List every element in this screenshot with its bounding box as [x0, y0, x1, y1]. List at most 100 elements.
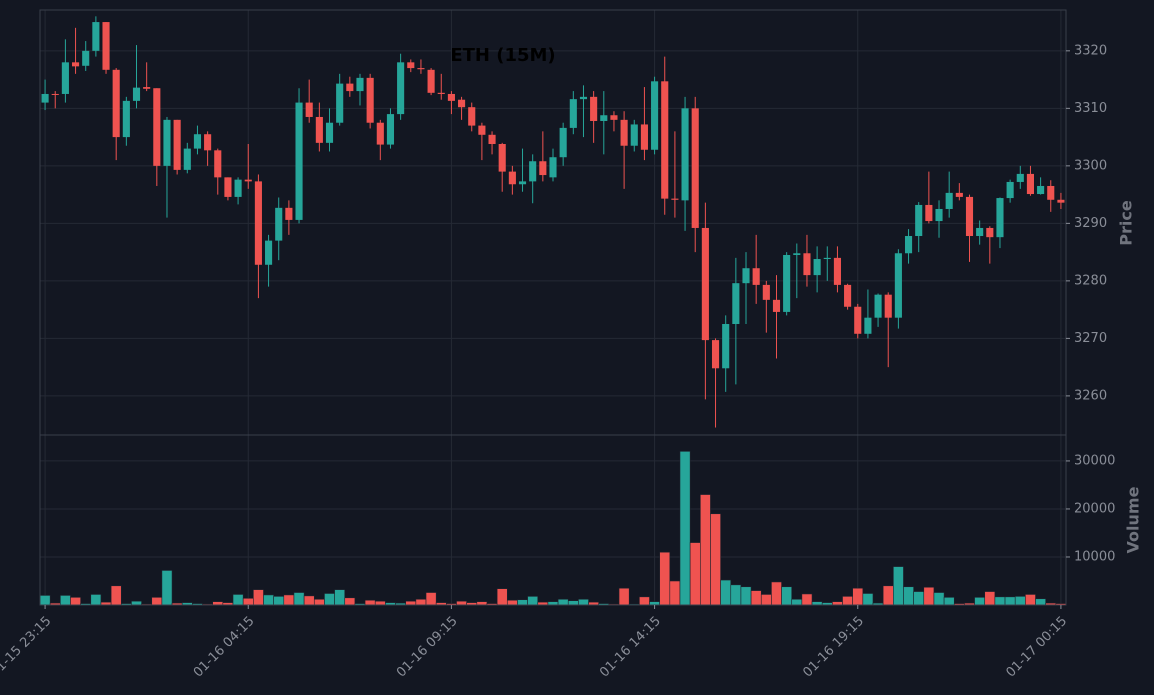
volume-bar [649, 601, 660, 606]
candle-body [1057, 199, 1065, 203]
candle-body [498, 143, 506, 172]
volume-bar [456, 600, 467, 606]
candle-body [275, 207, 283, 241]
volume-bar [527, 596, 539, 606]
volume-bar [344, 597, 356, 606]
volume-bar [70, 597, 81, 606]
candle-body [315, 116, 323, 143]
candle-body [214, 150, 222, 178]
candle-body [925, 204, 933, 222]
volume-bar [324, 593, 335, 606]
candle-body [458, 99, 466, 108]
volume-bar [740, 586, 752, 606]
candle-body [407, 62, 415, 69]
candle-body [447, 93, 455, 101]
volume-panel-frame [39, 434, 1067, 606]
volume-bar [933, 592, 945, 606]
volume-bar [1014, 596, 1026, 606]
candle-body [82, 50, 90, 66]
volume-bar [273, 596, 285, 606]
volume-bar [974, 597, 986, 606]
volume-bar [517, 599, 528, 606]
candle-body [955, 192, 963, 197]
volume-bar [283, 594, 295, 606]
candle-body [742, 268, 750, 284]
volume-bar [842, 596, 853, 606]
candle-body [529, 161, 537, 182]
candle-body [823, 257, 831, 260]
candle-body [376, 122, 384, 145]
candle-body [173, 119, 181, 170]
volume-bar [852, 587, 864, 606]
candle-body [671, 198, 679, 200]
candle-body [904, 236, 913, 254]
candle-body [244, 179, 252, 182]
volume-bar [639, 596, 650, 606]
volume-bar [506, 599, 518, 606]
volume-bar [913, 591, 925, 606]
chart-title: ETH (15M) [450, 45, 555, 66]
candle-body [254, 181, 262, 265]
volume-bar [679, 451, 691, 606]
volume-bar [1004, 596, 1016, 606]
candle-body [661, 81, 669, 199]
candle-body [620, 119, 628, 146]
volume-bar [547, 601, 559, 606]
volume-bar [699, 494, 711, 606]
candle-body [1026, 173, 1035, 195]
candle-body [884, 294, 892, 318]
volume-bar [832, 601, 843, 606]
volume-bar [151, 597, 163, 606]
candle-body [681, 108, 689, 201]
candle-body [610, 115, 618, 120]
volume-tick-label: 20000 [1074, 501, 1115, 516]
y-tick-label: 3280 [1074, 273, 1107, 288]
candle-body [143, 87, 151, 89]
candle-body [204, 134, 212, 151]
candle-body [1016, 173, 1024, 182]
volume-bar [750, 590, 762, 606]
volume-bar [131, 600, 142, 606]
candle-body [437, 92, 445, 94]
candle-body [772, 299, 781, 312]
volume-bar [110, 585, 122, 606]
volume-bar [791, 598, 803, 606]
candle-body [833, 257, 841, 285]
volume-bar [730, 584, 742, 606]
volume-bar [374, 600, 386, 606]
candle-body [844, 284, 852, 307]
candle-body [488, 134, 496, 144]
candle-body [234, 179, 242, 197]
candle-body [427, 69, 435, 93]
candle-body [864, 317, 872, 334]
candle-body [92, 22, 100, 51]
volume-bar [405, 600, 417, 606]
candle-body [691, 108, 699, 228]
y-tick-label: 3270 [1074, 331, 1107, 346]
volume-bar [567, 600, 579, 606]
volume-bar [903, 586, 914, 606]
volume-bar [263, 594, 274, 606]
volume-bar [669, 580, 681, 606]
volume-bar [923, 586, 935, 606]
volume-bar [781, 586, 793, 606]
y-axis-label: Price [1117, 200, 1136, 246]
volume-bar [60, 595, 71, 606]
candle-body [265, 240, 273, 265]
candle-body [224, 177, 232, 197]
volume-bar [994, 596, 1006, 606]
candle-body [996, 198, 1004, 238]
y-tick-label: 3260 [1074, 388, 1107, 403]
volume-bar [232, 594, 244, 606]
candle-body [112, 69, 120, 138]
candle-body [894, 253, 902, 318]
volume-bar [212, 601, 224, 606]
y-tick-label: 3300 [1074, 158, 1107, 173]
y-tick-label: 3290 [1074, 216, 1107, 231]
candle-body [559, 127, 567, 158]
volume-bar [689, 542, 701, 606]
candle-body [549, 157, 557, 178]
volume-tick-label: 30000 [1074, 453, 1115, 468]
